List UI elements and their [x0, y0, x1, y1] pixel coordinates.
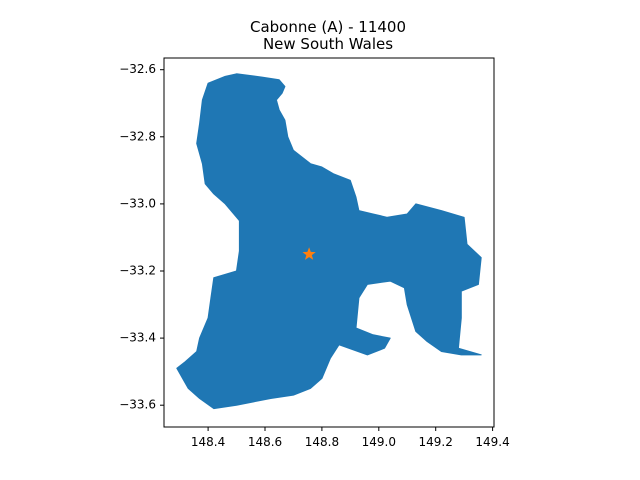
x-tick-label: 148.8	[305, 435, 339, 449]
x-tick-label: 149.0	[362, 435, 396, 449]
x-axis: 148.4 148.6 148.8 149.0 149.2 149.4	[191, 427, 510, 449]
axes-frame	[163, 57, 495, 428]
y-axis: −32.6 −32.8 −33.0 −33.2 −33.4 −33.6	[119, 62, 164, 412]
y-tick-label: −32.6	[119, 62, 156, 76]
y-tick-label: −33.2	[119, 264, 156, 278]
star-icon	[302, 247, 316, 260]
plot-area	[176, 73, 482, 410]
map-title: Cabonne (A) - 11400	[250, 18, 406, 36]
y-tick-label: −33.6	[119, 398, 156, 412]
y-tick-label: −33.0	[119, 196, 156, 210]
x-tick-label: 148.4	[191, 435, 225, 449]
y-tick-label: −32.8	[119, 129, 156, 143]
map-subtitle: New South Wales	[263, 35, 393, 53]
x-tick-label: 148.6	[248, 435, 282, 449]
region-polygon	[176, 73, 482, 410]
x-tick-label: 149.4	[475, 435, 509, 449]
x-tick-label: 149.2	[419, 435, 453, 449]
y-tick-label: −33.4	[119, 331, 156, 345]
